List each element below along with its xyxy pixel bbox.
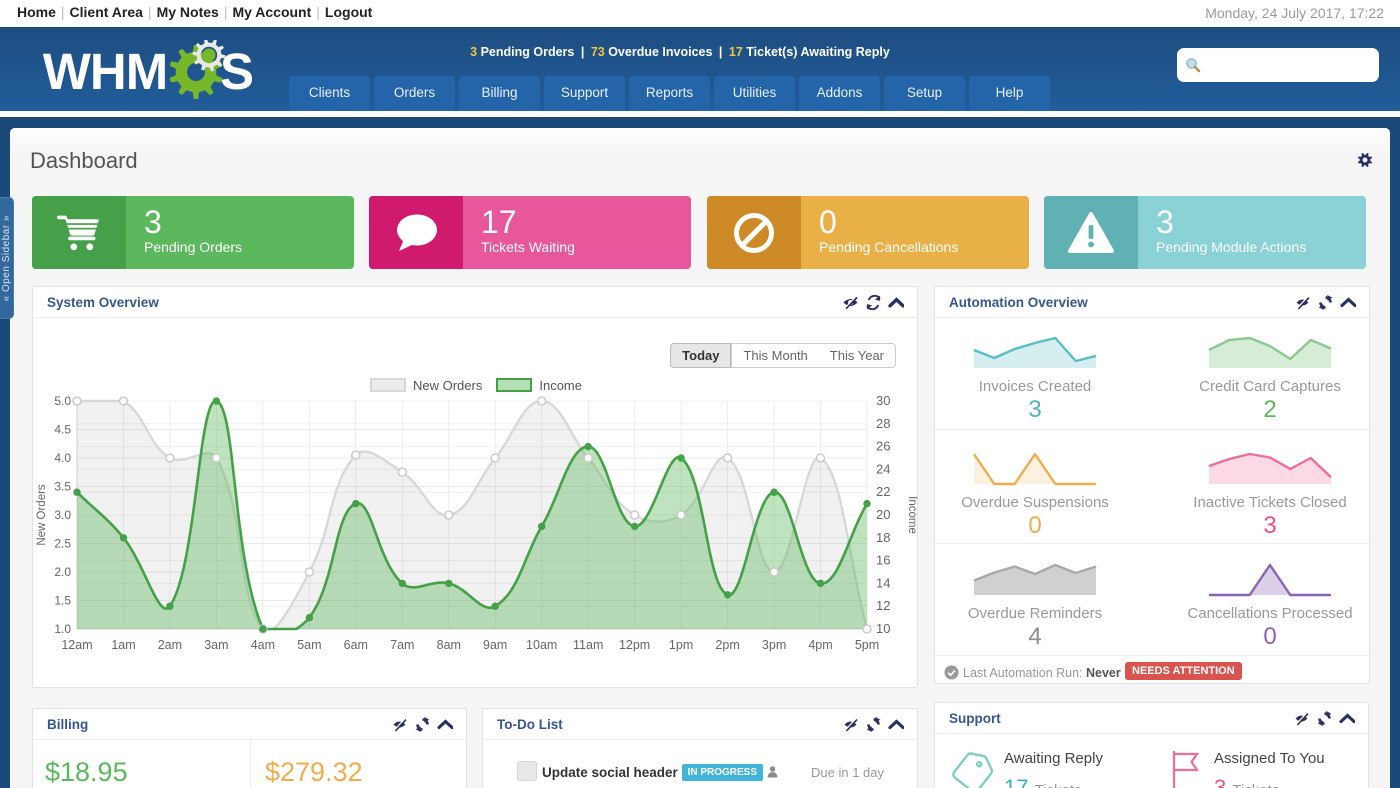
svg-text:WHM: WHM	[43, 43, 167, 100]
svg-text:1.0: 1.0	[54, 622, 71, 636]
svg-text:Income: Income	[906, 496, 918, 534]
svg-text:5.0: 5.0	[54, 394, 71, 408]
svg-text:4.0: 4.0	[54, 451, 71, 465]
svg-text:New Orders: New Orders	[36, 484, 48, 546]
svg-text:8am: 8am	[437, 638, 461, 652]
svg-text:30: 30	[876, 393, 890, 408]
svg-text:4pm: 4pm	[808, 638, 832, 652]
svg-text:9am: 9am	[483, 638, 507, 652]
svg-text:14: 14	[876, 575, 890, 590]
svg-text:26: 26	[876, 439, 890, 454]
svg-text:5pm: 5pm	[855, 638, 879, 652]
svg-text:12: 12	[876, 598, 890, 613]
svg-text:2.0: 2.0	[54, 565, 71, 579]
svg-text:3.5: 3.5	[54, 480, 71, 494]
svg-text:7am: 7am	[390, 638, 414, 652]
svg-text:4am: 4am	[251, 638, 275, 652]
svg-text:11am: 11am	[573, 638, 603, 652]
svg-text:12am: 12am	[61, 638, 92, 652]
svg-text:3am: 3am	[204, 638, 228, 652]
svg-text:1am: 1am	[111, 638, 135, 652]
svg-text:S: S	[220, 43, 254, 100]
svg-text:1pm: 1pm	[669, 638, 693, 652]
svg-text:3pm: 3pm	[762, 638, 786, 652]
svg-text:5am: 5am	[297, 638, 321, 652]
svg-text:28: 28	[876, 416, 890, 431]
svg-text:22: 22	[876, 484, 890, 499]
svg-text:2.5: 2.5	[54, 537, 71, 551]
svg-text:12pm: 12pm	[619, 638, 650, 652]
svg-text:24: 24	[876, 461, 890, 476]
svg-text:10: 10	[876, 621, 890, 636]
svg-text:2pm: 2pm	[715, 638, 739, 652]
svg-text:4.5: 4.5	[54, 423, 71, 437]
svg-text:3.0: 3.0	[54, 508, 71, 522]
svg-text:6am: 6am	[344, 638, 368, 652]
svg-text:1.5: 1.5	[54, 594, 71, 608]
svg-text:18: 18	[876, 530, 890, 545]
svg-text:2am: 2am	[158, 638, 182, 652]
svg-text:16: 16	[876, 553, 890, 568]
svg-text:10am: 10am	[526, 638, 557, 652]
svg-text:20: 20	[876, 507, 890, 522]
